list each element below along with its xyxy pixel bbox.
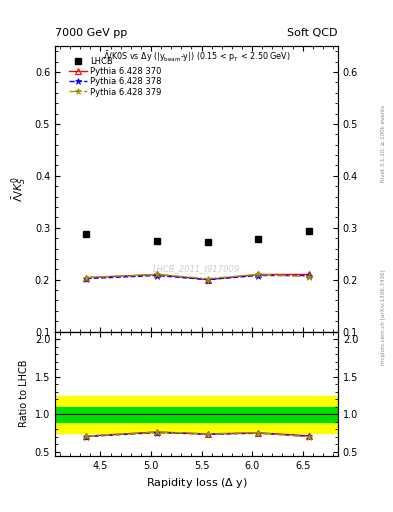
Line: Pythia 6.428 378: Pythia 6.428 378 (83, 272, 312, 283)
Pythia 6.428 379 (256, 271, 261, 278)
Text: mcplots.cern.ch [arXiv:1306.3436]: mcplots.cern.ch [arXiv:1306.3436] (381, 270, 386, 365)
LHCB (205, 239, 210, 245)
Pythia 6.428 379 (306, 273, 311, 280)
Line: Pythia 6.428 379: Pythia 6.428 379 (83, 271, 312, 282)
Text: Soft QCD: Soft QCD (288, 28, 338, 38)
Legend: LHCB, Pythia 6.428 370, Pythia 6.428 378, Pythia 6.428 379: LHCB, Pythia 6.428 370, Pythia 6.428 378… (68, 56, 163, 97)
Pythia 6.428 379 (155, 271, 160, 278)
Pythia 6.428 378 (84, 275, 89, 282)
Bar (55, 395, 338, 433)
LHCB (84, 231, 89, 238)
LHCB (306, 228, 311, 234)
Pythia 6.428 370 (155, 271, 160, 278)
Pythia 6.428 370 (205, 276, 210, 283)
Pythia 6.428 378 (306, 272, 311, 279)
Pythia 6.428 379 (205, 275, 210, 282)
Pythia 6.428 378 (205, 276, 210, 283)
Pythia 6.428 370 (84, 274, 89, 281)
Pythia 6.428 370 (256, 271, 261, 278)
Y-axis label: Ratio to LHCB: Ratio to LHCB (19, 360, 29, 428)
Text: Rivet 3.1.10, ≥ 100k events: Rivet 3.1.10, ≥ 100k events (381, 105, 386, 182)
Pythia 6.428 379 (84, 274, 89, 281)
Bar (55, 407, 338, 422)
Pythia 6.428 378 (256, 272, 261, 279)
Text: LHCB_2011_I917009: LHCB_2011_I917009 (153, 264, 240, 273)
Line: LHCB: LHCB (83, 227, 312, 246)
LHCB (256, 236, 261, 242)
Text: $\bar{\Lambda}$/K0S vs $\Delta$y (|y$_{\rm beam}$-y|) (0.15 < p$_{\rm T}$ < 2.50: $\bar{\Lambda}$/K0S vs $\Delta$y (|y$_{\… (103, 49, 290, 63)
X-axis label: Rapidity loss ($\Delta$ y): Rapidity loss ($\Delta$ y) (145, 476, 248, 490)
LHCB (155, 238, 160, 244)
Line: Pythia 6.428 370: Pythia 6.428 370 (84, 272, 311, 283)
Pythia 6.428 378 (155, 272, 160, 279)
Y-axis label: $\bar{\Lambda}/K^0_S$: $\bar{\Lambda}/K^0_S$ (10, 176, 29, 202)
Pythia 6.428 370 (306, 271, 311, 278)
Text: 7000 GeV pp: 7000 GeV pp (55, 28, 127, 38)
